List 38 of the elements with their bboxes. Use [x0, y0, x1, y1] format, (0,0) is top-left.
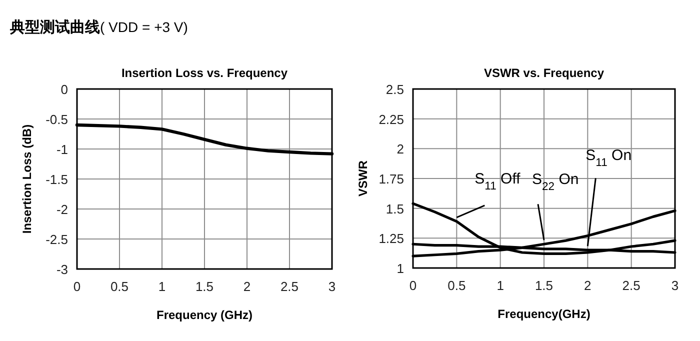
y-tick-label: -2 — [56, 202, 68, 217]
x-tick-label: 0 — [409, 278, 417, 293]
x-tick-label: 2 — [243, 279, 251, 294]
x-tick-label: 3 — [328, 279, 336, 294]
chart-title: Insertion Loss vs. Frequency — [121, 66, 288, 80]
x-tick-label: 0.5 — [448, 278, 466, 293]
y-tick-label: 1.25 — [378, 231, 404, 246]
y-tick-label: 0 — [60, 82, 68, 97]
y-tick-label: 2 — [396, 142, 404, 157]
text: S$_{11}$ Off — [474, 170, 522, 192]
x-tick-label: 1.5 — [534, 278, 554, 293]
y-tick-label: 1.5 — [386, 201, 404, 216]
chart-title: VSWR vs. Frequency — [484, 66, 604, 80]
x-tick-label: 1 — [496, 278, 504, 293]
y-tick-label: -0.5 — [46, 112, 68, 127]
y-tick-label: -1 — [56, 142, 68, 157]
x-tick-label: 0 — [73, 279, 81, 294]
x-tick-label: 0.5 — [110, 279, 129, 294]
text: 典型测试曲线( VDD = +3 V) — [9, 19, 188, 36]
x-axis-title: Frequency(GHz) — [498, 307, 590, 321]
x-tick-label: 2 — [584, 278, 592, 293]
x-axis-title: Frequency (GHz) — [156, 308, 253, 322]
x-tick-label: 2.5 — [622, 278, 640, 293]
y-axis-title: VSWR — [356, 160, 370, 196]
y-tick-label: 2.25 — [378, 112, 404, 127]
x-tick-label: 1 — [158, 279, 166, 294]
y-tick-label: -2.5 — [46, 232, 68, 247]
x-tick-label: 1.5 — [195, 279, 214, 294]
y-tick-label: -1.5 — [46, 172, 68, 187]
y-tick-label: 1.75 — [378, 172, 404, 186]
text: S$_{22}$ On — [532, 171, 579, 194]
x-tick-label: 3 — [671, 278, 679, 293]
y-axis-title: Insertion Loss (dB) — [20, 124, 34, 234]
y-tick-label: 1 — [396, 261, 404, 276]
y-tick-label: -3 — [56, 262, 68, 277]
text: S$_{11}$ On — [586, 147, 632, 170]
y-tick-label: 2.5 — [386, 82, 404, 97]
x-tick-label: 2.5 — [280, 279, 299, 294]
